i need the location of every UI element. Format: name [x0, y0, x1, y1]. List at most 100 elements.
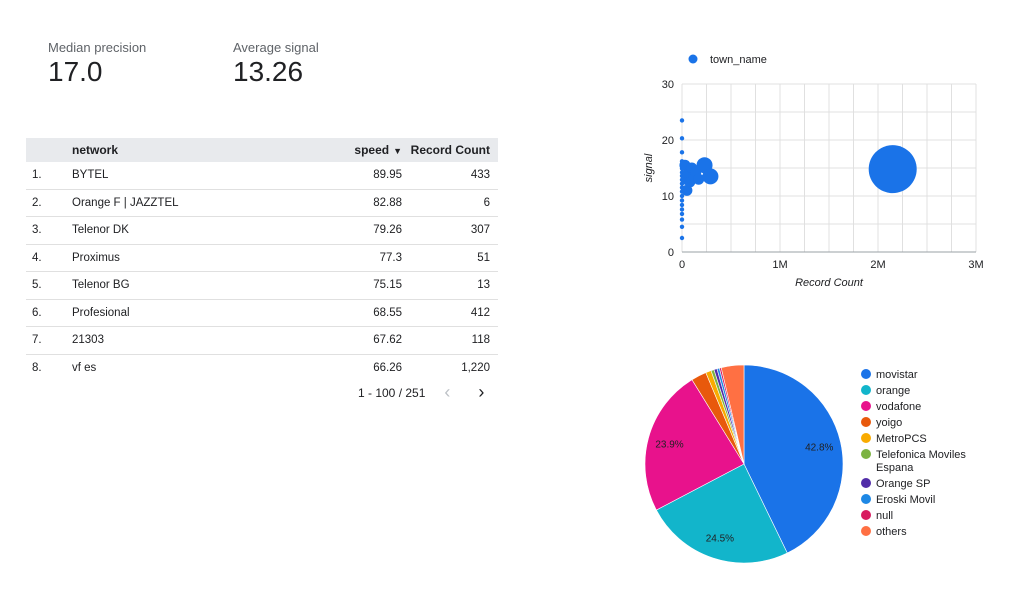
row-network: Telenor DK: [72, 224, 129, 237]
pie-data-label: 23.9%: [655, 440, 683, 451]
row-network: BYTEL: [72, 169, 109, 182]
scatter-point: [679, 217, 685, 222]
row-index: 6.: [32, 306, 42, 319]
row-speed: 75.15: [373, 279, 402, 292]
pie-chart: 42.8% 24.5% 23.9% movistar orange vodafone yoi…: [644, 364, 966, 564]
table-body: 1. BYTEL 89.95 433 2. Orange F | JAZZTEL 82.88…: [26, 162, 498, 382]
legend-marker: [861, 526, 871, 536]
header-speed-label: speed: [354, 143, 390, 157]
table-row[interactable]: 2. Orange F | JAZZTEL 82.88 6: [26, 190, 498, 217]
row-index: 2.: [32, 196, 42, 209]
legend-label: Eroski Movil: [876, 494, 935, 506]
legend-label: vodafone: [876, 401, 921, 413]
legend-marker: [861, 478, 871, 488]
legend-marker: [861, 385, 871, 395]
row-index: 3.: [32, 224, 42, 237]
row-network: 21303: [72, 334, 104, 347]
scatter-point: [679, 235, 685, 241]
scatter-point: [679, 198, 685, 203]
scorecard-median-precision: Median precision 17.0: [48, 40, 146, 88]
row-index: 4.: [32, 251, 42, 264]
legend-label: orange: [876, 385, 910, 397]
y-tick-label: 10: [662, 191, 674, 203]
table-row[interactable]: 5. Telenor BG 75.15 13: [26, 272, 498, 300]
scorecard-value: 17.0: [48, 56, 103, 87]
row-network: Orange F | JAZZTEL: [72, 196, 179, 209]
row-speed: 66.26: [373, 362, 402, 375]
network-table: network speed ▼ Record Count 1. BYTEL 89.95…: [26, 138, 498, 382]
scatter-point: [679, 207, 685, 212]
scatter-point: [693, 173, 705, 185]
scorecard-label: Average signal: [233, 40, 319, 55]
x-tick-label: 0: [679, 259, 685, 271]
y-tick-label: 30: [662, 79, 674, 91]
y-tick-label: 0: [668, 247, 674, 259]
table-row[interactable]: 1. BYTEL 89.95 433: [26, 162, 498, 190]
scatter-point: [868, 145, 917, 194]
scatter-point: [679, 118, 685, 123]
header-network[interactable]: network: [72, 143, 119, 157]
scorecard-label: Median precision: [48, 40, 147, 55]
table-row[interactable]: 4. Proximus 77.3 51: [26, 245, 498, 272]
legend-marker: [861, 510, 871, 520]
row-network: Profesional: [72, 306, 130, 319]
row-record-count: 307: [470, 224, 490, 237]
row-speed: 89.95: [373, 169, 402, 182]
row-record-count: 6: [483, 196, 490, 209]
legend-label: null: [876, 510, 893, 522]
x-tick-label: 2M: [870, 259, 885, 271]
row-record-count: 13: [477, 279, 490, 292]
scorecard-value: 13.26: [233, 56, 304, 87]
table-row[interactable]: 8. vf es 66.26 1,220: [26, 355, 498, 383]
x-tick-label: 1M: [772, 259, 787, 271]
table-row[interactable]: 7. 21303 67.62 118: [26, 327, 498, 355]
legend-label: town_name: [710, 54, 767, 66]
header-record-count[interactable]: Record Count: [410, 143, 490, 157]
row-network: Proximus: [72, 251, 120, 264]
legend-label: Orange SP: [876, 478, 930, 490]
prev-page-icon[interactable]: ‹: [444, 382, 451, 402]
row-speed: 67.62: [373, 334, 402, 347]
row-index: 8.: [32, 362, 42, 375]
scatter-point: [679, 211, 685, 217]
sort-desc-icon: ▼: [393, 146, 402, 156]
header-speed[interactable]: speed ▼: [302, 143, 402, 157]
row-record-count: 1,220: [461, 362, 490, 375]
legend-marker: [861, 449, 871, 459]
pie-slice: [720, 364, 745, 465]
pie-slice: [644, 379, 745, 511]
legend-marker: [861, 433, 871, 443]
legend-label: yoigo: [876, 417, 902, 429]
scatter-point: [679, 224, 685, 229]
scatter-chart: town_name 0 10 20 30 0 1M 2M 3M Record Count signa…: [643, 54, 984, 289]
legend-marker: [861, 369, 871, 379]
next-page-icon[interactable]: ›: [478, 382, 485, 402]
pie-data-label: 24.5%: [706, 533, 734, 544]
table-row[interactable]: 3. Telenor DK 79.26 307: [26, 217, 498, 245]
row-record-count: 51: [477, 251, 490, 264]
scatter-point: [679, 136, 685, 141]
row-speed: 68.55: [373, 306, 402, 319]
row-record-count: 118: [471, 334, 490, 347]
scorecard-average-signal: Average signal 13.26: [233, 40, 319, 88]
pagination: 1 - 100 / 251 ‹ ›: [358, 382, 493, 403]
legend-label: Telefonica Moviles Espana: [876, 449, 966, 474]
legend-marker: [861, 401, 871, 411]
table-row[interactable]: 6. Profesional 68.55 412: [26, 300, 498, 327]
row-index: 7.: [32, 334, 42, 347]
pie-data-label: 42.8%: [805, 443, 833, 454]
legend-marker: [861, 494, 871, 504]
x-tick-label: 3M: [968, 259, 983, 271]
legend-marker: [861, 417, 871, 427]
row-speed: 79.26: [373, 224, 402, 237]
row-index: 1.: [32, 169, 42, 182]
legend-label: movistar: [876, 369, 918, 381]
scatter-point: [702, 168, 719, 185]
legend-label: others: [876, 526, 907, 538]
scatter-point: [679, 193, 685, 199]
row-speed: 77.3: [379, 251, 402, 264]
x-axis-label: Record Count: [795, 277, 864, 289]
y-tick-label: 20: [662, 135, 674, 147]
legend-label: MetroPCS: [876, 433, 927, 445]
row-index: 5.: [32, 279, 42, 292]
